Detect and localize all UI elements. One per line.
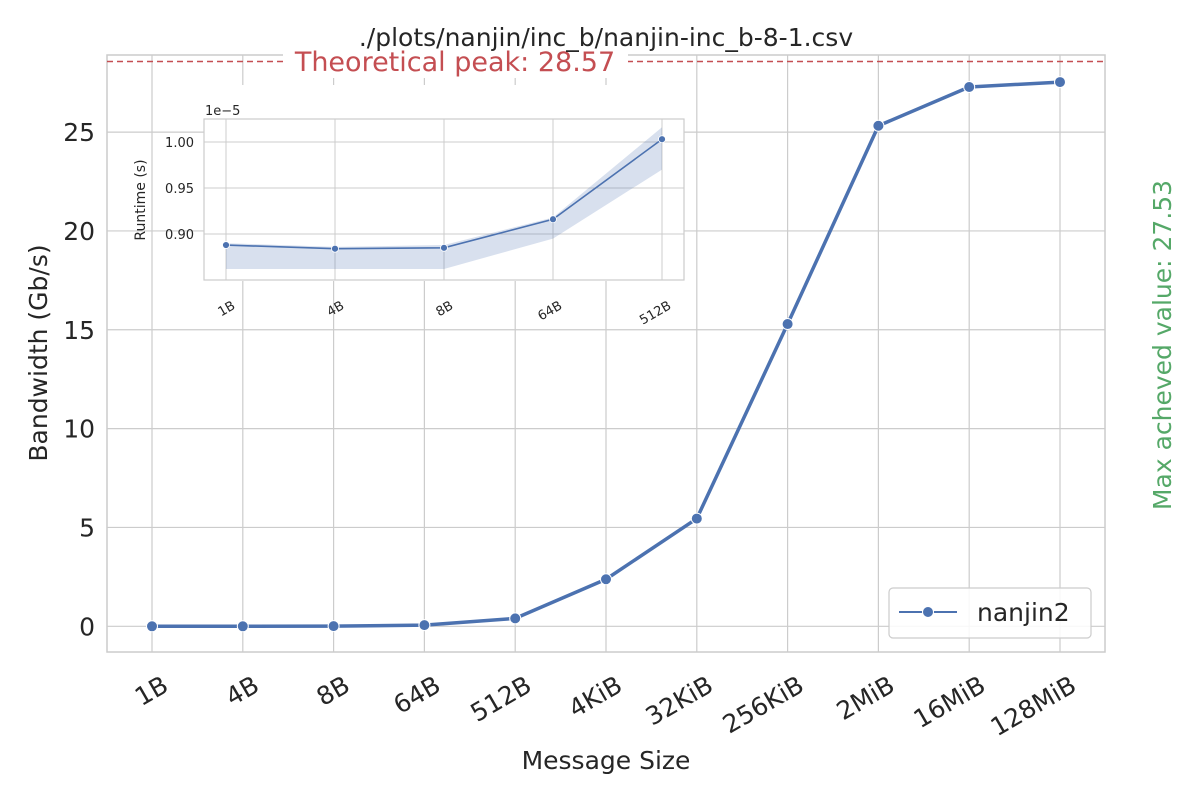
- main-y-tick-label: 15: [63, 316, 95, 345]
- inset-y-tick-label: 0.90: [165, 228, 194, 243]
- y-axis-label: Bandwidth (Gb/s): [24, 244, 53, 461]
- series-point: [690, 512, 703, 525]
- main-x-tick-label: 32KiB: [641, 670, 718, 731]
- inset-y-ticks: 0.90 0.95 1.00: [165, 136, 194, 243]
- inset-scale-label: 1e−5: [205, 104, 240, 119]
- series-point: [872, 119, 885, 132]
- series-point: [236, 620, 249, 633]
- inset-series-point: [549, 215, 557, 224]
- series-point: [146, 620, 158, 633]
- main-y-tick-label: 0: [79, 612, 95, 641]
- inset-series-point: [440, 243, 448, 252]
- main-x-tick-label: 64B: [388, 670, 445, 720]
- main-grid: [107, 55, 1105, 652]
- main-x-ticks: 1B 4B 8B 64B 512B 4KiB 32KiB 256KiB 2MiB 16MiB128…: [130, 670, 1081, 742]
- main-x-tick-label: 16MiB: [909, 670, 991, 734]
- series-point: [418, 619, 431, 632]
- series-point: [781, 318, 794, 331]
- legend-entry: nanjin2: [977, 598, 1070, 627]
- main-x-tick-label: 4B: [221, 670, 264, 712]
- main-x-tick-label: 512B: [466, 670, 537, 728]
- inset-x-tick-label: 4B: [325, 298, 347, 320]
- main-y-tick-label: 25: [63, 118, 95, 147]
- inset-grid: [204, 119, 684, 280]
- inset-series-point: [222, 241, 230, 249]
- inset-x-tick-label: 8B: [434, 298, 456, 320]
- main-series: [146, 76, 1066, 633]
- main-x-tick-label: 2MiB: [832, 670, 900, 726]
- max-achieved-label: Max acheved value: 27.53: [1148, 180, 1177, 510]
- inset-series-point: [658, 135, 666, 144]
- inset-y-tick-label: 1.00: [165, 136, 194, 151]
- legend-box: [888, 587, 1092, 639]
- main-y-tick-label: 10: [63, 415, 95, 444]
- main-x-tick-label: 4KiB: [564, 670, 627, 723]
- series-point: [963, 81, 976, 94]
- main-x-tick-label: 1B: [130, 670, 173, 712]
- main-x-tick-label: 128MiB: [986, 670, 1081, 742]
- main-y-ticks: 0 5 10 15 20 25: [63, 118, 95, 641]
- inset-confidence-band: [226, 127, 662, 269]
- main-y-tick-label: 20: [63, 217, 95, 246]
- inset-band-area: [226, 127, 662, 269]
- series-point: [1054, 76, 1066, 89]
- inset-series-point: [331, 244, 339, 253]
- inset-series: [222, 135, 666, 253]
- inset-y-tick-label: 0.95: [165, 182, 194, 197]
- theoretical-peak-label: Theoretical peak: 28.57: [294, 47, 615, 78]
- main-x-tick-label: 256KiB: [718, 670, 809, 739]
- inset-y-axis-label: Runtime (s): [133, 159, 149, 240]
- legend-point-marker: [922, 606, 934, 618]
- series-point: [600, 573, 612, 586]
- main-y-tick-label: 5: [79, 513, 95, 542]
- peak-label-background: [283, 44, 628, 78]
- inset-x-tick-label: 1B: [216, 298, 238, 320]
- x-axis-label: Message Size: [522, 746, 691, 775]
- main-x-tick-label: 8B: [311, 670, 354, 712]
- inset-chart: 0.900.951.00 1B 4B 8B 64B 512B 1e−5 Runtime …: [133, 85, 685, 328]
- series-point: [327, 620, 340, 633]
- legend: nanjin2: [888, 587, 1092, 639]
- chart-title: ./plots/nanjin/inc_b/nanjin-inc_b-8-1.cs…: [359, 23, 853, 52]
- series-point: [509, 612, 522, 625]
